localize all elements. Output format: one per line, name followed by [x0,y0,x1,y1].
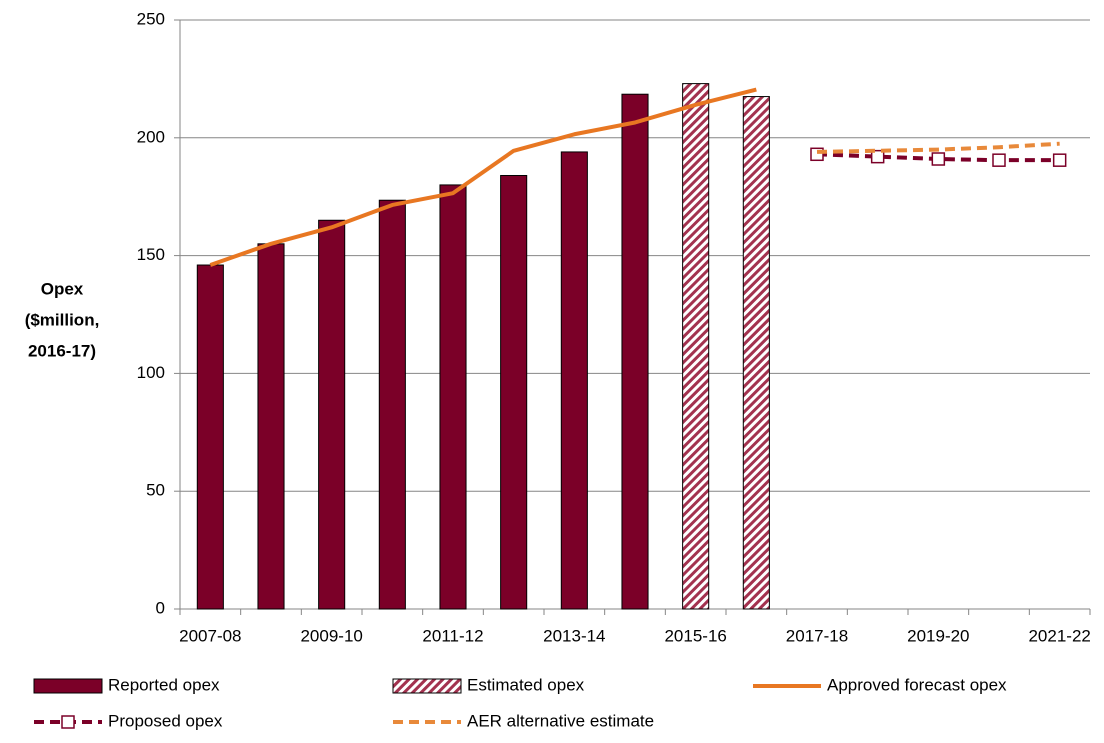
y-tick-label: 200 [137,127,165,146]
bar [196,264,224,610]
marker [1052,153,1067,167]
bar [378,199,406,610]
bar [439,184,467,610]
y-tick-label: 0 [156,598,165,617]
x-tick-label: 2013-14 [543,626,605,645]
legend-label: Reported opex [108,675,220,694]
bar [318,219,346,610]
y-axis-label: 2016-17) [28,341,96,360]
line [209,87,757,267]
legend-label: Estimated opex [467,675,585,694]
marker [992,153,1006,167]
bar [682,83,710,610]
legend-marker [61,715,75,729]
y-tick-label: 250 [137,9,165,28]
bar [500,174,528,610]
x-tick-label: 2009-10 [300,626,362,645]
legend-swatch [392,678,462,694]
marker [870,149,885,164]
bar [257,243,285,610]
x-tick-label: 2011-12 [422,626,483,645]
bar [621,93,649,610]
y-tick-label: 150 [137,245,165,264]
legend-swatch [33,678,103,694]
legend-label: Approved forecast opex [827,675,1007,694]
y-tick-label: 100 [137,363,165,382]
bar [560,151,588,610]
x-tick-label: 2019-20 [907,626,969,645]
legend-label: Proposed opex [108,711,223,730]
marker [931,152,946,166]
y-axis-label: Opex [41,279,84,298]
x-tick-label: 2007-08 [179,626,241,645]
x-tick-label: 2015-16 [664,626,726,645]
x-tick-label: 2017-18 [786,626,848,645]
y-axis-label: ($million, [25,310,100,329]
legend-label: AER alternative estimate [467,711,654,730]
line [816,141,1060,154]
x-tick-label: 2021-22 [1028,626,1090,645]
bar [742,96,770,610]
y-tick-label: 50 [146,481,165,500]
